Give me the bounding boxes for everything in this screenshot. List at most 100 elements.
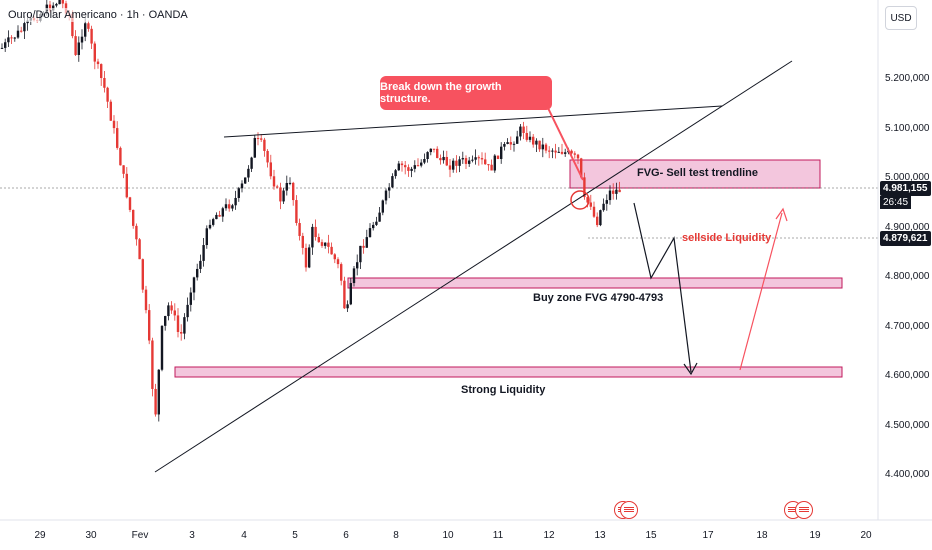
candle-body [439,158,442,161]
us-flag-icon[interactable] [795,501,813,519]
candle-body [231,205,234,209]
ascending-trendline[interactable] [154,60,793,473]
liquidity-price-label: 4.879,621 [880,231,931,246]
candle-body [608,190,612,201]
candle-body [496,155,500,159]
candle-body [80,36,84,43]
candle-body [301,235,304,248]
time-tick: 4 [241,530,247,541]
candle-body [55,3,58,6]
time-tick: Fev [131,530,149,541]
candle-body [477,157,480,159]
candle-body [519,126,522,137]
candle-body [605,200,608,204]
price-tick: 4.800,000 [885,271,930,282]
candle-body [420,162,423,166]
candle-body [87,23,90,29]
candle-body [612,190,615,194]
time-tick: 17 [702,530,714,541]
candle-body [7,37,10,43]
candle-body [407,167,410,171]
time-tick: 3 [189,530,195,541]
price-tick: 4.500,000 [885,420,930,431]
candle-body [180,331,183,334]
candle-body [109,101,112,121]
candle-body [356,262,359,269]
time-tick: 6 [343,530,349,541]
fvg-sell-zone [569,159,821,189]
candle-body [244,177,247,184]
candle-body [247,168,250,178]
candle-body [10,37,13,39]
strong-liquidity-zone [174,366,843,378]
price-tick: 5.000,000 [885,172,930,183]
candle-body [116,128,119,148]
candle-body [103,78,106,88]
time-tick: 15 [645,530,657,541]
resistance-trendline[interactable] [223,105,723,138]
candle-body [442,156,445,161]
candle-body [458,159,461,166]
candle-body [173,310,176,316]
price-tick: 4.600,000 [885,370,930,381]
price-tick: 4.400,000 [885,469,930,480]
candle-body [298,223,301,236]
candle-body [154,388,157,415]
candle-body [192,277,196,293]
candle-body [90,28,93,44]
candle-body [583,177,586,198]
candle-body [260,138,263,140]
candle-body [452,160,455,170]
candle-body [512,143,516,145]
candle-body [436,148,439,159]
candle-body [388,187,391,191]
candle-body [256,138,260,140]
candle-body [224,204,228,209]
time-tick: 8 [393,530,399,541]
us-flag-icon[interactable] [620,501,638,519]
candle-body [365,237,368,248]
breakdown-callout[interactable]: Break down the growth structure. [380,76,552,110]
fvg-sell-label: FVG- Sell test trendline [637,167,759,179]
candle-body [304,247,308,268]
candle-body [429,148,432,153]
candle-body [336,259,340,265]
candle-body [320,242,324,246]
candle-body [592,206,596,217]
time-tick: 20 [860,530,872,541]
candle-body [288,182,292,184]
time-tick: 13 [594,530,606,541]
candle-body [602,203,605,211]
candle-body [538,140,541,150]
candle-body [269,162,272,177]
candle-body [144,289,148,311]
candle-body [16,30,20,38]
candle-body [535,140,538,145]
candle-body [368,228,372,238]
candle-body [413,165,416,169]
time-tick: 11 [492,530,504,541]
candle-body [208,224,212,229]
candle-body [573,153,576,155]
candle-body [480,158,484,160]
candle-body [112,120,116,129]
candle-body [564,152,567,154]
candle-body [106,87,109,102]
candle-body [164,316,167,326]
candle-body [503,143,506,147]
candle-body [93,43,96,62]
candle-body [474,157,477,160]
candle-body [576,154,580,159]
candle-body [212,219,215,225]
candle-body [426,152,429,160]
candle-body [599,210,602,226]
projection-path-down [633,202,692,373]
candle-body [74,36,77,55]
symbol-title[interactable]: Ouro/Dólar Americano · 1h · OANDA [6,8,190,22]
candle-body [0,47,4,49]
candle-body [84,23,87,37]
time-tick: 5 [292,530,298,541]
currency-button[interactable]: USD [885,6,917,30]
candle-body [189,292,192,305]
